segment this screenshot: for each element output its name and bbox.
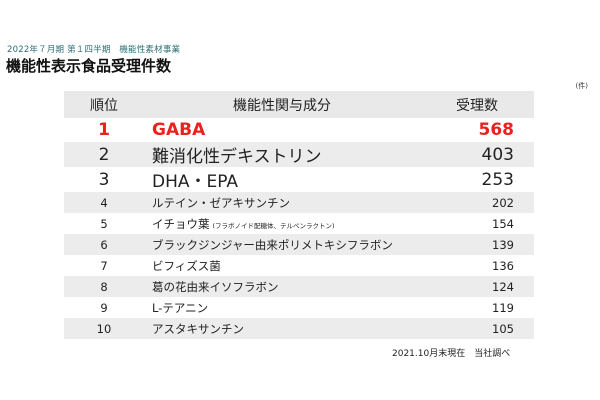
rank-cell: 2 <box>64 142 144 167</box>
count-cell: 139 <box>420 234 534 255</box>
ingredient-name: アスタキサンチン <box>152 321 244 336</box>
table-row: 1 GABA 568 <box>64 118 534 142</box>
ingredient-cell: アスタキサンチン <box>144 318 420 339</box>
rank-cell: 3 <box>98 169 110 190</box>
slide-subtitle: 2022年７月期 第１四半期 機能性素材事業 <box>7 45 181 55</box>
slide-title: 機能性表示食品受理件数 <box>6 57 172 75</box>
ingredient-cell: ブラックジンジャー由来ポリメトキシフラボン <box>144 234 420 255</box>
count-cell: 253 <box>481 169 514 190</box>
ingredient-cell: イチョウ葉 (フラボノイド配糖体、テルペンラクトン) <box>144 213 420 234</box>
ingredient-cell: ビフィズス菌 <box>144 255 420 276</box>
header-rank: 順位 <box>64 91 144 118</box>
rank-cell: 9 <box>100 300 108 315</box>
table-row: 6 ブラックジンジャー由来ポリメトキシフラボン 139 <box>64 234 534 255</box>
rank-cell: 4 <box>64 192 144 213</box>
ingredient-cell: ルテイン・ゼアキサンチン <box>144 192 420 213</box>
count-cell: 105 <box>420 318 534 339</box>
ingredient-cell: GABA <box>144 118 420 142</box>
rank-cell: 5 <box>100 216 108 231</box>
table-row: 3 DHA・EPA 253 <box>64 167 534 193</box>
header-count: 受理数 <box>420 91 534 118</box>
table-row: 2 難消化性デキストリン 403 <box>64 142 534 167</box>
ingredient-cell: 難消化性デキストリン <box>144 142 420 167</box>
table-row: 10 アスタキサンチン 105 <box>64 318 534 339</box>
ingredient-cell: L-テアニン <box>144 297 420 318</box>
rank-cell: 7 <box>100 258 108 273</box>
count-cell: 568 <box>478 120 515 140</box>
table-header-row: 順位 機能性関与成分 受理数 <box>64 91 534 118</box>
ingredient-name: イチョウ葉 <box>152 216 210 231</box>
table-row: 5 イチョウ葉 (フラボノイド配糖体、テルペンラクトン) 154 <box>64 213 534 234</box>
table-row: 4 ルテイン・ゼアキサンチン 202 <box>64 192 534 213</box>
unit-label: (件) <box>575 82 588 90</box>
count-cell: 202 <box>420 192 534 213</box>
ingredient-name: GABA <box>152 120 206 140</box>
ingredient-name: ルテイン・ゼアキサンチン <box>152 195 290 210</box>
ingredient-name: 難消化性デキストリン <box>152 147 322 167</box>
ingredient-name: ブラックジンジャー由来ポリメトキシフラボン <box>152 237 393 252</box>
count-cell: 136 <box>492 258 514 273</box>
rank-cell: 6 <box>64 234 144 255</box>
ingredient-name: DHA・EPA <box>152 172 239 192</box>
table-row: 7 ビフィズス菌 136 <box>64 255 534 276</box>
ingredient-cell: 葛の花由来イソフラボン <box>144 276 420 297</box>
rank-cell: 1 <box>98 120 110 140</box>
ranking-table: 順位 機能性関与成分 受理数 1 GABA 568 2 難消化性デキストリン 4… <box>64 91 534 339</box>
table-row: 9 L-テアニン 119 <box>64 297 534 318</box>
count-cell: 403 <box>420 142 534 167</box>
count-cell: 124 <box>420 276 534 297</box>
ingredient-note: (フラボノイド配糖体、テルペンラクトン) <box>212 221 335 230</box>
ingredient-name: 葛の花由来イソフラボン <box>152 279 279 294</box>
header-ingredient: 機能性関与成分 <box>144 91 420 118</box>
source-footnote: 2021.10月末現在 当社調べ <box>392 349 511 359</box>
ingredient-name: L-テアニン <box>152 300 209 315</box>
rank-cell: 10 <box>64 318 144 339</box>
count-cell: 154 <box>492 216 514 231</box>
ingredient-name: ビフィズス菌 <box>152 258 221 273</box>
table-row: 8 葛の花由来イソフラボン 124 <box>64 276 534 297</box>
rank-cell: 8 <box>64 276 144 297</box>
ingredient-cell: DHA・EPA <box>144 167 420 192</box>
count-cell: 119 <box>492 300 514 315</box>
